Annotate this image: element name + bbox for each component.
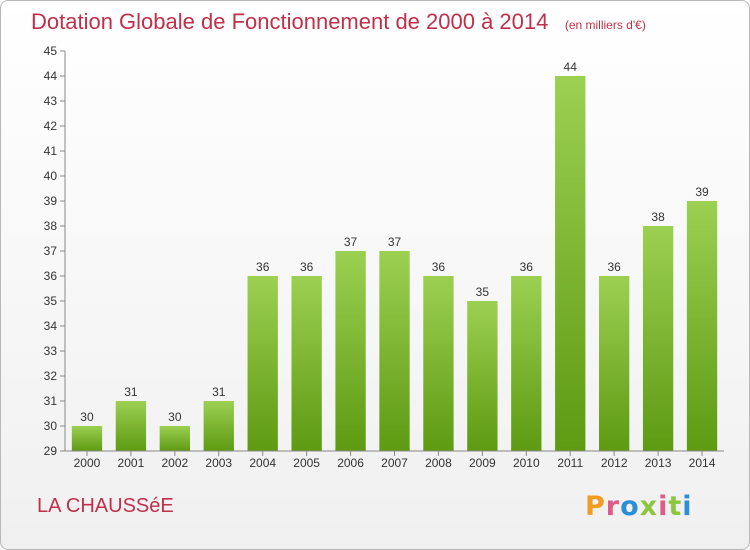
bar xyxy=(159,426,190,451)
y-tick-label: 44 xyxy=(44,69,58,83)
proxiti-logo[interactable]: Proxiti xyxy=(585,491,693,522)
bar-value-label: 36 xyxy=(300,260,314,274)
bar xyxy=(467,301,498,451)
y-tick-label: 32 xyxy=(44,369,58,383)
logo-letter: r xyxy=(605,491,621,522)
chart-title: Dotation Globale de Fonctionnement de 20… xyxy=(31,9,549,34)
bar-value-label: 36 xyxy=(432,260,446,274)
y-tick-label: 43 xyxy=(44,94,58,108)
bar-value-label: 36 xyxy=(520,260,534,274)
x-tick-label: 2000 xyxy=(74,456,101,470)
y-tick-label: 39 xyxy=(44,194,58,208)
chart-subtitle: (en milliers d'€) xyxy=(564,18,646,32)
bar xyxy=(291,276,322,451)
y-tick-label: 35 xyxy=(44,294,58,308)
y-tick-label: 30 xyxy=(44,419,58,433)
bar xyxy=(71,426,103,451)
bar-value-label: 39 xyxy=(695,185,709,199)
y-tick-label: 29 xyxy=(44,444,58,458)
y-tick-label: 33 xyxy=(44,344,58,358)
bar-value-label: 36 xyxy=(607,260,621,274)
y-tick-label: 41 xyxy=(44,144,58,158)
x-axis: 2000 2001 2002 2003 2004 2005 2006 2007 2008 2009… xyxy=(65,450,724,470)
y-axis: 29 30 31 32 33 34 35 36 37 38 39 40 41 42 43 44 45 xyxy=(44,44,66,458)
bar-value-label: 36 xyxy=(256,260,270,274)
bar-value-label: 37 xyxy=(388,235,402,249)
bar-value-label: 44 xyxy=(564,60,578,74)
bar-value-label: 30 xyxy=(80,410,94,424)
bar xyxy=(247,276,278,451)
x-tick-label: 2002 xyxy=(161,456,188,470)
bar xyxy=(423,276,454,451)
bar-value-label: 31 xyxy=(124,385,138,399)
x-tick-label: 2013 xyxy=(645,456,672,470)
bar xyxy=(335,251,366,451)
logo-letter: i xyxy=(658,491,669,522)
bar-value-label: 37 xyxy=(344,235,358,249)
y-tick-label: 34 xyxy=(44,319,58,333)
bars: 30 31 30 31 36 36 37 37 36 35 36 44 36 38 39 xyxy=(71,60,718,451)
bar xyxy=(599,276,630,451)
title-block: Dotation Globale de Fonctionnement de 20… xyxy=(31,9,646,35)
y-tick-label: 45 xyxy=(44,44,58,58)
bar xyxy=(379,251,410,451)
logo-letter: x xyxy=(639,491,659,522)
y-tick-label: 38 xyxy=(44,219,58,233)
y-tick-label: 37 xyxy=(44,244,58,258)
x-tick-label: 2003 xyxy=(205,456,232,470)
x-tick-label: 2011 xyxy=(557,456,583,470)
logo-letter: i xyxy=(682,491,693,522)
y-tick-label: 42 xyxy=(44,119,58,133)
x-tick-label: 2009 xyxy=(469,456,496,470)
bar xyxy=(555,76,586,451)
x-tick-label: 2001 xyxy=(118,456,145,470)
x-tick-label: 2007 xyxy=(381,456,408,470)
y-tick-label: 36 xyxy=(44,269,58,283)
logo-letter: t xyxy=(668,491,683,522)
bar xyxy=(203,401,234,451)
x-tick-label: 2006 xyxy=(337,456,364,470)
x-tick-label: 2004 xyxy=(249,456,276,470)
logo-letter: P xyxy=(585,491,606,522)
x-tick-label: 2012 xyxy=(601,456,628,470)
bar-value-label: 35 xyxy=(476,285,490,299)
bar xyxy=(686,201,718,451)
logo-letter: o xyxy=(620,491,640,522)
x-tick-label: 2005 xyxy=(293,456,320,470)
bar xyxy=(642,226,674,451)
bar-value-label: 31 xyxy=(212,385,226,399)
y-tick-label: 40 xyxy=(44,169,58,183)
commune-name: LA CHAUSSéE xyxy=(37,495,174,517)
x-tick-label: 2010 xyxy=(513,456,540,470)
x-tick-label: 2008 xyxy=(425,456,452,470)
bar-value-label: 38 xyxy=(651,210,665,224)
x-tick-label: 2014 xyxy=(689,456,716,470)
bar xyxy=(115,401,147,451)
bar-value-label: 30 xyxy=(168,410,182,424)
y-tick-label: 31 xyxy=(44,394,58,408)
bar xyxy=(511,276,542,451)
